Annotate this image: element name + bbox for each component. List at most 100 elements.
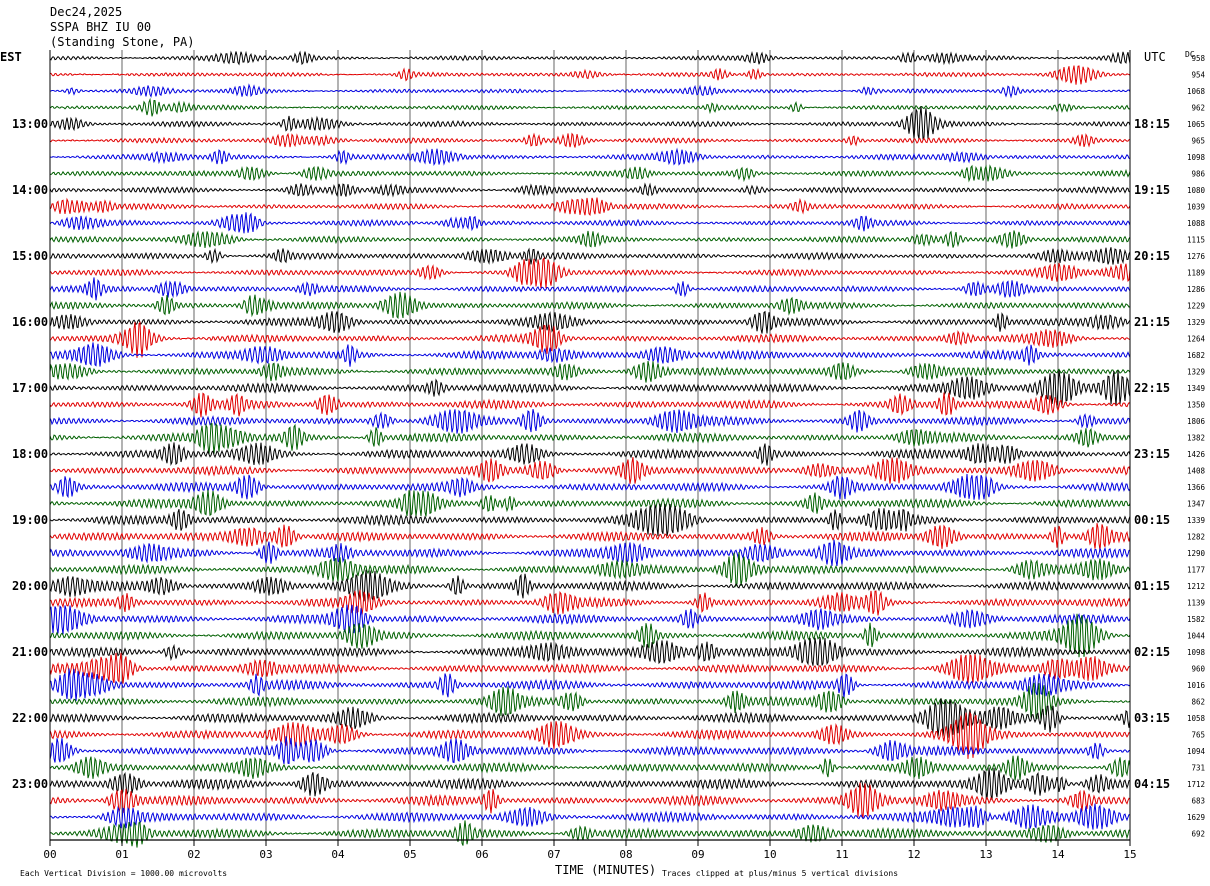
est-label-1300: 13:00 (12, 117, 48, 131)
trace-row-45 (49, 782, 1131, 818)
trace-row-28 (49, 503, 1131, 537)
grid-lines (121, 50, 1059, 840)
dc-offset-row-27: 1347 (1187, 500, 1205, 509)
trace-row-11 (49, 230, 1131, 249)
header-date: Dec24,2025 (50, 5, 122, 19)
dc-offset-row-19: 1329 (1187, 368, 1205, 377)
trace-row-12 (49, 247, 1131, 265)
dc-offset-row-20: 1349 (1187, 384, 1205, 393)
est-label-1700: 17:00 (12, 381, 48, 395)
dc-offset-row-22: 1806 (1187, 417, 1206, 426)
header-station: SSPA BHZ IU 00 (50, 20, 151, 34)
x-tick-label-07: 07 (547, 848, 560, 861)
trace-row-2 (49, 83, 1131, 99)
dc-offset-row-39: 862 (1191, 698, 1205, 707)
trace-row-42 (49, 736, 1131, 765)
dc-offset-values: 958 954 1068 962 1065 965 1098 986 1080 1039 1088 1… (1187, 54, 1206, 839)
dc-offset-row-16: 1329 (1187, 318, 1205, 327)
dc-offset-row-4: 1065 (1187, 120, 1205, 129)
trace-row-4 (49, 106, 1131, 140)
est-time-labels: 13:00 14:00 15:00 16:00 17:00 18:00 19:00 20:00… (12, 117, 48, 791)
trace-row-38 (49, 668, 1131, 701)
dc-offset-row-1: 954 (1191, 71, 1205, 80)
x-tick-label-15: 15 (1123, 848, 1136, 861)
trace-row-3 (49, 97, 1131, 117)
trace-row-35 (49, 613, 1131, 658)
est-label-2200: 22:00 (12, 711, 48, 725)
header-location: (Standing Stone, PA) (50, 35, 195, 49)
dc-offset-row-38: 1016 (1187, 681, 1206, 690)
trace-row-40 (49, 698, 1131, 738)
trace-row-26 (49, 473, 1131, 500)
trace-row-32 (49, 569, 1131, 602)
dc-offset-row-30: 1290 (1187, 549, 1206, 558)
trace-row-43 (49, 755, 1131, 781)
dc-offset-row-29: 1282 (1187, 533, 1205, 542)
footer-scale-note: Each Vertical Division = 1000.00 microvo… (20, 869, 227, 878)
est-label-2000: 20:00 (12, 579, 48, 593)
trace-row-41 (49, 711, 1131, 759)
trace-row-18 (49, 342, 1131, 367)
trace-row-30 (49, 539, 1131, 567)
dc-offset-row-44: 1712 (1187, 780, 1205, 789)
x-tick-label-10: 10 (763, 848, 776, 861)
dc-offset-row-31: 1177 (1187, 566, 1205, 575)
trace-row-14 (49, 277, 1131, 301)
utc-label-1815: 18:15 (1134, 117, 1170, 131)
trace-row-1 (49, 65, 1131, 85)
x-tick-label-02: 02 (187, 848, 200, 861)
utc-label-0015: 00:15 (1134, 513, 1170, 527)
dc-offset-row-21: 1350 (1187, 401, 1206, 410)
utc-label-2215: 22:15 (1134, 381, 1170, 395)
trace-row-39 (49, 682, 1131, 721)
x-tick-label-05: 05 (403, 848, 416, 861)
utc-label-0415: 04:15 (1134, 777, 1170, 791)
dc-offset-row-43: 731 (1191, 764, 1205, 773)
est-label-1600: 16:00 (12, 315, 48, 329)
trace-row-46 (49, 803, 1131, 830)
dc-offset-row-24: 1426 (1187, 450, 1206, 459)
utc-label-0315: 03:15 (1134, 711, 1170, 725)
trace-row-10 (49, 212, 1131, 234)
trace-row-17 (49, 321, 1131, 358)
est-label-1900: 19:00 (12, 513, 48, 527)
dc-offset-row-18: 1682 (1187, 351, 1205, 360)
x-tick-label-14: 14 (1051, 848, 1065, 861)
x-tick-label-08: 08 (619, 848, 632, 861)
trace-row-16 (49, 310, 1131, 334)
x-tick-label-01: 01 (115, 848, 128, 861)
trace-row-5 (49, 132, 1131, 148)
utc-label-0215: 02:15 (1134, 645, 1170, 659)
footer-clip-note: Traces clipped at plus/minus 5 vertical … (662, 869, 898, 878)
dc-offset-row-6: 1098 (1187, 153, 1206, 162)
trace-row-44 (49, 767, 1131, 801)
trace-row-0 (49, 50, 1131, 66)
trace-row-36 (49, 637, 1131, 667)
trace-row-19 (49, 360, 1131, 383)
x-tick-label-11: 11 (835, 848, 848, 861)
trace-row-15 (49, 291, 1131, 319)
est-label-2100: 21:00 (12, 645, 48, 659)
dc-offset-row-0: 958 (1191, 54, 1205, 63)
est-axis-label: EST (0, 50, 22, 64)
seismic-traces (49, 50, 1131, 848)
utc-axis-label: UTC (1144, 50, 1166, 64)
dc-offset-row-32: 1212 (1187, 582, 1205, 591)
dc-offset-row-11: 1115 (1187, 236, 1205, 245)
dc-offset-row-8: 1080 (1187, 186, 1206, 195)
plot-frame (49, 50, 1131, 841)
dc-offset-row-25: 1408 (1187, 467, 1206, 476)
x-tick-label-03: 03 (259, 848, 272, 861)
trace-row-8 (49, 182, 1131, 198)
dc-offset-row-28: 1339 (1187, 516, 1205, 525)
trace-row-47 (49, 820, 1131, 848)
dc-offset-row-42: 1094 (1187, 747, 1206, 756)
dc-offset-row-40: 1058 (1187, 714, 1206, 723)
trace-row-33 (49, 589, 1131, 616)
x-tick-label-06: 06 (475, 848, 488, 861)
est-label-1400: 14:00 (12, 183, 48, 197)
dc-offset-row-7: 986 (1191, 170, 1205, 179)
dc-label: DC (1185, 50, 1195, 59)
est-label-1800: 18:00 (12, 447, 48, 461)
